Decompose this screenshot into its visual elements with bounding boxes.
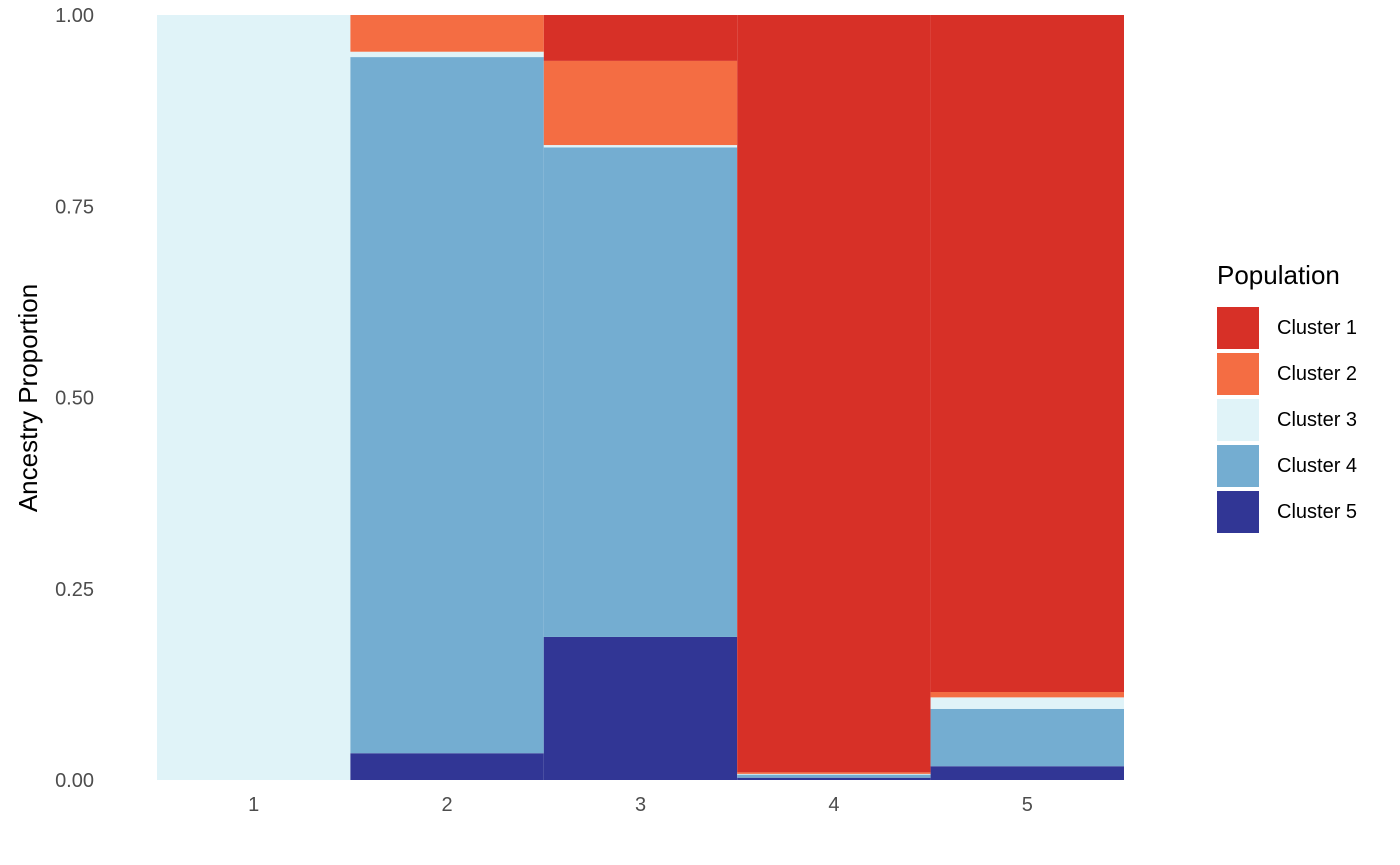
bar-segment-2-cluster-4 [350,57,544,754]
x-tick-label: 1 [248,794,259,816]
bar-segment-5-cluster-1 [930,15,1124,693]
bar-segment-3-cluster-4 [543,147,738,637]
bar-segment-5-cluster-2 [930,692,1124,698]
legend-items: Cluster 1 Cluster 2 Cluster 3 Cluster 4 Clus… [1217,305,1357,535]
x-tick-label: 5 [1022,794,1033,816]
bar-segment-2-cluster-2 [350,15,544,52]
bar-segment-4-cluster-2 [737,772,931,774]
y-tick-label: 0.25 [55,579,94,601]
bar-segment-2-cluster-3 [350,51,544,58]
legend-item-cluster-3: Cluster 3 [1217,397,1357,443]
bar-segment-3-cluster-5 [543,636,738,780]
bar-segment-2-cluster-5 [350,753,544,780]
legend-swatch [1217,353,1259,395]
y-tick-label: 0.00 [55,770,94,792]
y-axis-title: Ancestry Proportion [13,284,43,512]
bar-segment-4-cluster-4 [737,774,931,778]
bar-segment-5-cluster-4 [930,708,1124,767]
bar-segment-1-cluster-3 [157,15,351,780]
bar-segment-4-cluster-3 [737,773,931,775]
y-tick-label: 0.75 [55,196,94,218]
legend-swatch [1217,399,1259,441]
legend-item-cluster-5: Cluster 5 [1217,489,1357,535]
bar-segment-5-cluster-3 [930,697,1124,709]
legend-label: Cluster 4 [1277,454,1358,477]
x-tick-label: 3 [635,794,646,816]
bar-segment-3-cluster-3 [543,145,738,148]
x-axis-ticks: 1 2 3 4 5 [248,794,1033,816]
legend-label: Cluster 3 [1277,408,1358,431]
bar-stack-group [157,15,1124,780]
legend-swatch [1217,491,1259,533]
y-tick-label: 0.50 [55,388,94,410]
legend-label: Cluster 1 [1277,316,1358,339]
legend-swatch [1217,307,1259,349]
y-tick-label: 1.00 [55,5,94,27]
legend-item-cluster-1: Cluster 1 [1217,305,1357,351]
legend: Population Cluster 1 Cluster 2 Cluster 3 Cl… [1217,258,1357,535]
bar-segment-3-cluster-1 [543,15,738,61]
legend-swatch [1217,445,1259,487]
y-axis-ticks: 0.00 0.25 0.50 0.75 1.00 [55,5,94,792]
bar-segment-5-cluster-5 [930,766,1124,780]
legend-item-cluster-4: Cluster 4 [1217,443,1357,489]
x-tick-label: 2 [442,794,453,816]
legend-label: Cluster 2 [1277,362,1358,385]
legend-item-cluster-2: Cluster 2 [1217,351,1357,397]
bar-segment-3-cluster-2 [543,60,738,146]
x-tick-label: 4 [828,794,839,816]
legend-title: Population [1217,260,1340,290]
legend-label: Cluster 5 [1277,500,1358,523]
bar-segment-4-cluster-5 [737,777,931,780]
bar-segment-4-cluster-1 [737,15,931,773]
